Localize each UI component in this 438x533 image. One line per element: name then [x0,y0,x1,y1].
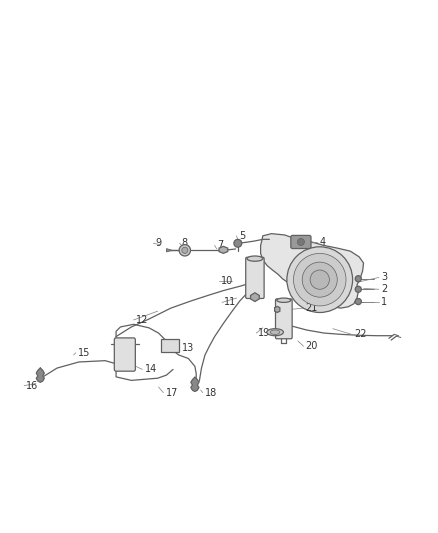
Ellipse shape [270,330,280,334]
FancyBboxPatch shape [114,338,135,371]
Bar [161,339,179,352]
Ellipse shape [267,329,283,336]
Text: 1: 1 [381,297,387,308]
Text: 15: 15 [78,348,90,358]
Text: 7: 7 [217,240,223,251]
Text: 20: 20 [306,341,318,351]
Circle shape [355,298,361,304]
Text: 22: 22 [354,329,367,340]
Text: 16: 16 [26,381,39,391]
Text: 5: 5 [239,231,245,241]
Text: 9: 9 [155,238,162,248]
Text: 10: 10 [221,276,233,286]
Text: 19: 19 [258,328,271,338]
Polygon shape [275,306,280,312]
Text: 8: 8 [182,238,188,248]
Ellipse shape [277,298,291,302]
Text: 13: 13 [182,343,194,353]
Circle shape [302,262,337,297]
Circle shape [234,239,242,247]
Circle shape [182,247,188,253]
Polygon shape [166,248,172,252]
Circle shape [355,276,361,282]
FancyBboxPatch shape [246,257,264,298]
Text: 17: 17 [166,387,178,398]
Polygon shape [261,233,364,308]
Circle shape [310,270,329,289]
Text: 4: 4 [320,237,326,247]
Polygon shape [36,368,44,382]
FancyBboxPatch shape [291,236,311,248]
Polygon shape [251,293,259,302]
Text: 2: 2 [381,284,387,294]
Circle shape [355,286,361,292]
Text: 21: 21 [306,303,318,313]
Text: 12: 12 [136,315,148,325]
Text: 14: 14 [145,365,157,374]
Text: 3: 3 [381,272,387,282]
Ellipse shape [247,256,263,261]
Polygon shape [219,246,228,253]
Circle shape [179,245,191,256]
Polygon shape [191,377,199,391]
Text: 11: 11 [224,297,237,308]
Text: 18: 18 [205,387,217,398]
Circle shape [297,238,304,246]
FancyBboxPatch shape [276,299,292,339]
Circle shape [287,247,353,312]
Circle shape [293,253,346,306]
